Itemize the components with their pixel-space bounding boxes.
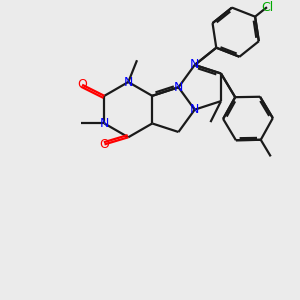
Text: O: O bbox=[100, 138, 110, 151]
Text: N: N bbox=[100, 117, 109, 130]
Text: N: N bbox=[190, 103, 200, 116]
Text: Cl: Cl bbox=[261, 1, 273, 14]
Text: N: N bbox=[174, 81, 183, 94]
Text: O: O bbox=[77, 78, 87, 91]
Text: N: N bbox=[190, 58, 200, 71]
Text: N: N bbox=[124, 76, 133, 88]
